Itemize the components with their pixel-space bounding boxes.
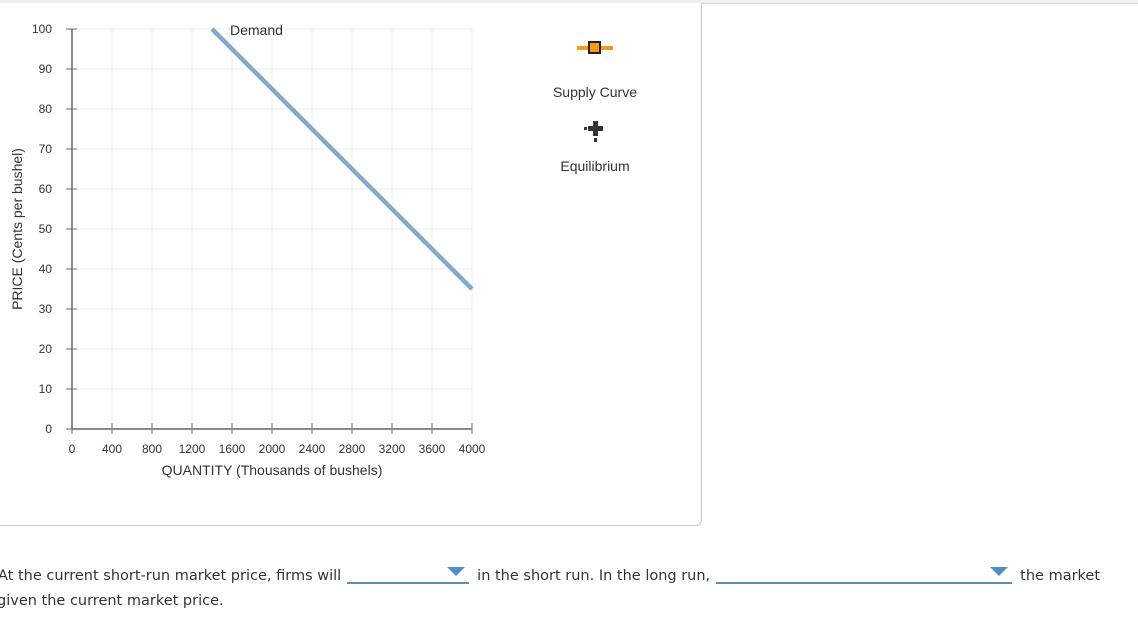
x-tick-label: 1200 bbox=[179, 442, 206, 456]
y-tick-label: 60 bbox=[39, 182, 53, 196]
y-tick-label: 90 bbox=[39, 62, 53, 76]
legend: Supply Curve Equilibrium bbox=[540, 40, 650, 174]
y-tick-label: 70 bbox=[39, 142, 53, 156]
equilibrium-cross-icon[interactable] bbox=[583, 120, 607, 144]
x-tick-label: 0 bbox=[69, 442, 76, 456]
y-tick-label: 20 bbox=[39, 342, 53, 356]
dropdown-arrow-icon[interactable] bbox=[447, 567, 466, 576]
graph-panel bbox=[0, 3, 702, 526]
y-tick-label: 30 bbox=[39, 302, 53, 316]
x-tick-label: 3600 bbox=[419, 442, 446, 456]
question-part3: the market bbox=[1020, 568, 1101, 584]
y-tick-label: 40 bbox=[39, 262, 53, 276]
question-line2: given the current market price. bbox=[0, 593, 224, 609]
legend-item-supply-curve[interactable]: Supply Curve bbox=[540, 40, 650, 100]
demand-label: Demand bbox=[230, 22, 283, 38]
dropdown-arrow-icon[interactable] bbox=[990, 567, 1009, 576]
demand-curve[interactable] bbox=[210, 27, 474, 291]
dropdown-long-run-action[interactable] bbox=[716, 562, 1013, 584]
x-tick-label: 800 bbox=[142, 442, 162, 456]
chart[interactable]: 0 10 20 30 40 50 60 70 80 90 100 0 400 800 1200 1600 200… bbox=[0, 0, 700, 525]
question-part2: in the short run. In the long run, bbox=[477, 568, 711, 584]
x-tick-label: 3200 bbox=[379, 442, 406, 456]
dropdown-short-run-action[interactable] bbox=[347, 562, 470, 584]
x-tick-label: 4000 bbox=[459, 442, 486, 456]
y-tick-label: 100 bbox=[32, 22, 52, 36]
x-axis-title: QUANTITY (Thousands of bushels) bbox=[162, 462, 383, 478]
question-part1: At the current short-run market price, f… bbox=[0, 568, 342, 584]
x-tick-label: 400 bbox=[102, 442, 122, 456]
supply-curve-marker-icon[interactable] bbox=[575, 40, 615, 56]
legend-item-equilibrium[interactable]: Equilibrium bbox=[540, 120, 650, 174]
y-tick-label: 10 bbox=[39, 382, 53, 396]
x-tick-label: 1600 bbox=[219, 442, 246, 456]
y-axis-title: PRICE (Cents per bushel) bbox=[9, 148, 25, 310]
x-tick-label: 2800 bbox=[339, 442, 366, 456]
y-tick-label: 80 bbox=[39, 102, 53, 116]
y-tick-label: 0 bbox=[45, 422, 52, 436]
x-tick-label: 2400 bbox=[299, 442, 326, 456]
legend-label-supply-curve: Supply Curve bbox=[552, 84, 638, 100]
y-tick-label: 50 bbox=[39, 222, 53, 236]
legend-label-equilibrium: Equilibrium bbox=[560, 158, 630, 174]
x-tick-label: 2000 bbox=[259, 442, 286, 456]
